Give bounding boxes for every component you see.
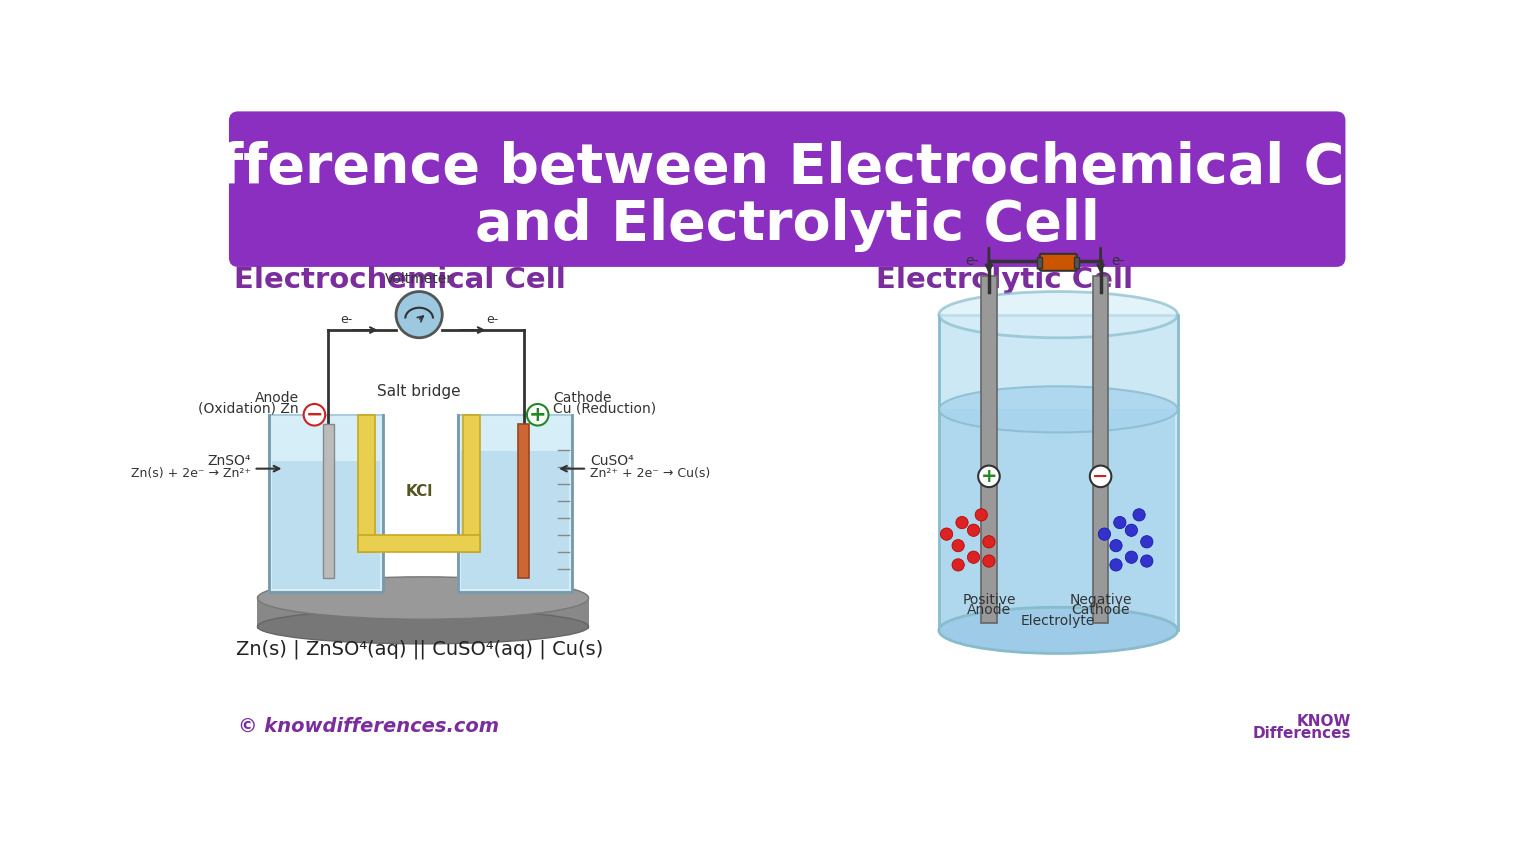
- FancyBboxPatch shape: [942, 410, 1175, 628]
- FancyBboxPatch shape: [519, 424, 530, 578]
- Ellipse shape: [258, 609, 588, 644]
- Text: KNOW: KNOW: [1296, 714, 1350, 728]
- FancyBboxPatch shape: [462, 415, 479, 552]
- FancyBboxPatch shape: [258, 596, 588, 629]
- Text: +: +: [980, 467, 997, 486]
- Text: ZnSO⁴: ZnSO⁴: [207, 454, 250, 468]
- Text: (Oxidation) Zn: (Oxidation) Zn: [198, 402, 300, 416]
- Ellipse shape: [258, 577, 588, 619]
- Circle shape: [527, 404, 548, 426]
- Text: Electrolyte: Electrolyte: [1021, 614, 1095, 628]
- Text: CuSO⁴: CuSO⁴: [590, 454, 634, 468]
- Text: +: +: [528, 404, 547, 425]
- FancyBboxPatch shape: [938, 314, 1178, 631]
- Circle shape: [968, 551, 980, 563]
- Circle shape: [1141, 555, 1154, 568]
- Text: Salt bridge: Salt bridge: [378, 384, 461, 399]
- Text: Cathode: Cathode: [1071, 603, 1130, 618]
- FancyBboxPatch shape: [1040, 254, 1077, 270]
- Circle shape: [1111, 559, 1123, 571]
- Circle shape: [1114, 517, 1126, 529]
- Ellipse shape: [938, 291, 1178, 338]
- Ellipse shape: [938, 386, 1178, 433]
- Text: e-: e-: [339, 313, 352, 326]
- Text: Electrolytic Cell: Electrolytic Cell: [876, 266, 1134, 294]
- FancyBboxPatch shape: [358, 535, 479, 552]
- Text: © knowdifferences.com: © knowdifferences.com: [238, 717, 499, 736]
- Text: KCl: KCl: [406, 484, 433, 499]
- Circle shape: [983, 555, 995, 568]
- Circle shape: [952, 559, 965, 571]
- Circle shape: [304, 404, 326, 426]
- FancyBboxPatch shape: [1074, 257, 1078, 268]
- Text: Zn²⁺ + 2e⁻ → Cu(s): Zn²⁺ + 2e⁻ → Cu(s): [590, 467, 710, 480]
- FancyBboxPatch shape: [323, 424, 333, 578]
- Circle shape: [1098, 528, 1111, 540]
- FancyBboxPatch shape: [458, 415, 571, 592]
- Text: and Electrolytic Cell: and Electrolytic Cell: [475, 199, 1100, 252]
- Circle shape: [1134, 509, 1146, 521]
- Text: e-: e-: [965, 254, 978, 268]
- Text: e-: e-: [487, 313, 498, 326]
- Circle shape: [968, 524, 980, 537]
- Text: Negative: Negative: [1069, 593, 1132, 607]
- FancyBboxPatch shape: [1037, 257, 1041, 268]
- Circle shape: [1126, 551, 1138, 563]
- Circle shape: [396, 291, 442, 338]
- FancyBboxPatch shape: [272, 461, 379, 588]
- FancyBboxPatch shape: [982, 276, 997, 623]
- Ellipse shape: [938, 607, 1178, 653]
- Circle shape: [975, 509, 988, 521]
- Circle shape: [940, 528, 952, 540]
- Text: −: −: [306, 404, 323, 425]
- Text: Anode: Anode: [255, 391, 300, 405]
- Text: Zn(s) + 2e⁻ → Zn²⁺: Zn(s) + 2e⁻ → Zn²⁺: [131, 467, 250, 480]
- Text: Difference between Electrochemical Cell: Difference between Electrochemical Cell: [154, 142, 1421, 195]
- FancyBboxPatch shape: [358, 415, 375, 552]
- Circle shape: [983, 536, 995, 548]
- Text: Anode: Anode: [966, 603, 1011, 618]
- Text: Zn(s) | ZnSO⁴(aq) || CuSO⁴(aq) | Cu(s): Zn(s) | ZnSO⁴(aq) || CuSO⁴(aq) | Cu(s): [235, 640, 602, 659]
- Circle shape: [1126, 524, 1138, 537]
- Circle shape: [1141, 536, 1154, 548]
- Circle shape: [955, 517, 968, 529]
- Circle shape: [1111, 539, 1123, 552]
- FancyBboxPatch shape: [1094, 276, 1109, 623]
- Text: Voltmeter: Voltmeter: [386, 272, 453, 286]
- Text: Differences: Differences: [1252, 726, 1350, 741]
- Circle shape: [952, 539, 965, 552]
- Text: Electrochemical Cell: Electrochemical Cell: [233, 266, 565, 294]
- Text: e-: e-: [1111, 254, 1124, 268]
- Text: Cu (Reduction): Cu (Reduction): [553, 402, 656, 416]
- Text: Positive: Positive: [962, 593, 1015, 607]
- Circle shape: [1091, 466, 1112, 487]
- Text: −: −: [1092, 467, 1109, 486]
- FancyBboxPatch shape: [269, 415, 382, 592]
- FancyBboxPatch shape: [461, 451, 568, 588]
- FancyBboxPatch shape: [229, 111, 1346, 267]
- Text: Cathode: Cathode: [553, 391, 611, 405]
- Circle shape: [978, 466, 1000, 487]
